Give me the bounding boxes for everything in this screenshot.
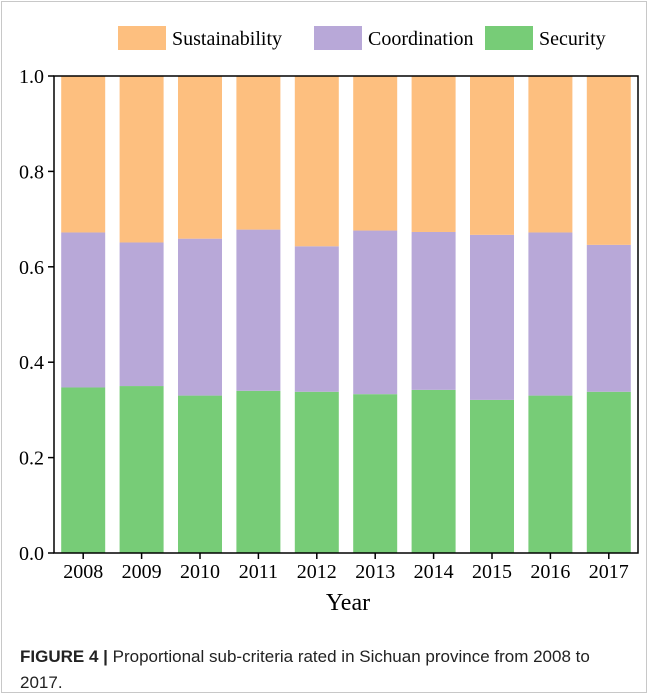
x-tick-label: 2010 [180, 561, 220, 583]
bar-security-2009 [119, 386, 164, 553]
x-tick-label: 2009 [122, 561, 162, 583]
bar-security-2015 [470, 399, 514, 553]
bar-coordination-2010 [178, 238, 222, 396]
x-axis-label: Year [326, 590, 370, 616]
legend-swatch-coordination [314, 26, 362, 50]
bar-coordination-2014 [411, 231, 456, 390]
axes-layer: 0.0 0.2 0.4 0.6 0.8 1.0 2008 2009 2010 2011 2012 20… [19, 66, 639, 583]
y-tick-label: 0.4 [19, 352, 44, 374]
y-tick-label: 0.6 [19, 257, 44, 279]
legend-swatch-sustainability [118, 26, 166, 50]
x-tick-label: 2013 [355, 561, 395, 583]
bar-sustainability-2016 [528, 76, 573, 233]
x-tick-label: 2011 [239, 561, 278, 583]
x-tick-label: 2015 [472, 561, 512, 583]
y-tick-label: 0.8 [19, 161, 44, 183]
bar-sustainability-2011 [236, 76, 281, 230]
bar-security-2017 [586, 391, 631, 553]
bar-coordination-2008 [61, 232, 106, 388]
bar-coordination-2017 [586, 244, 631, 392]
bar-security-2011 [236, 390, 281, 553]
stacked-bar-chart: Sustainability Coordination Security 0.00.… [19, 26, 639, 616]
y-tick-label: 1.0 [19, 66, 44, 88]
x-tick-label: 2012 [297, 561, 337, 583]
bar-sustainability-2015 [470, 76, 514, 235]
bar-sustainability-2012 [294, 76, 339, 247]
figure-label: FIGURE 4 | [20, 647, 108, 666]
x-tick-label: 2017 [589, 561, 629, 583]
plot-frame [53, 75, 639, 554]
x-tick-label: 2016 [530, 561, 570, 583]
bar-sustainability-2009 [119, 76, 164, 243]
bar-security-2012 [294, 391, 339, 553]
y-tick-label: 0.2 [19, 448, 44, 470]
bar-security-2016 [528, 395, 573, 553]
bars-layer [61, 76, 631, 553]
figure-caption: FIGURE 4 | Proportional sub-criteria rat… [20, 644, 620, 696]
x-tick-label: 2014 [414, 561, 454, 583]
bar-security-2010 [178, 395, 222, 553]
bar-sustainability-2014 [411, 76, 456, 232]
y-tick-label: 0.0 [19, 543, 44, 565]
bar-sustainability-2008 [61, 76, 106, 233]
bar-security-2014 [411, 389, 456, 553]
bar-sustainability-2017 [586, 76, 631, 245]
legend-label-sustainability: Sustainability [172, 28, 282, 50]
legend-label-security: Security [539, 28, 606, 50]
bar-sustainability-2013 [353, 76, 398, 231]
chart-legend: Sustainability Coordination Security [118, 26, 606, 50]
bar-coordination-2009 [119, 242, 164, 387]
bar-coordination-2012 [294, 246, 339, 392]
legend-label-coordination: Coordination [368, 28, 474, 50]
figure-caption-text: Proportional sub-criteria rated in Sichu… [20, 647, 590, 692]
bar-coordination-2013 [353, 230, 398, 395]
bar-security-2013 [353, 394, 398, 553]
x-tick-label: 2008 [63, 561, 103, 583]
bar-coordination-2015 [470, 234, 514, 400]
legend-swatch-security [485, 26, 533, 50]
bar-security-2008 [61, 387, 106, 553]
bar-sustainability-2010 [178, 76, 222, 239]
bar-coordination-2011 [236, 229, 281, 391]
bar-coordination-2016 [528, 232, 573, 396]
